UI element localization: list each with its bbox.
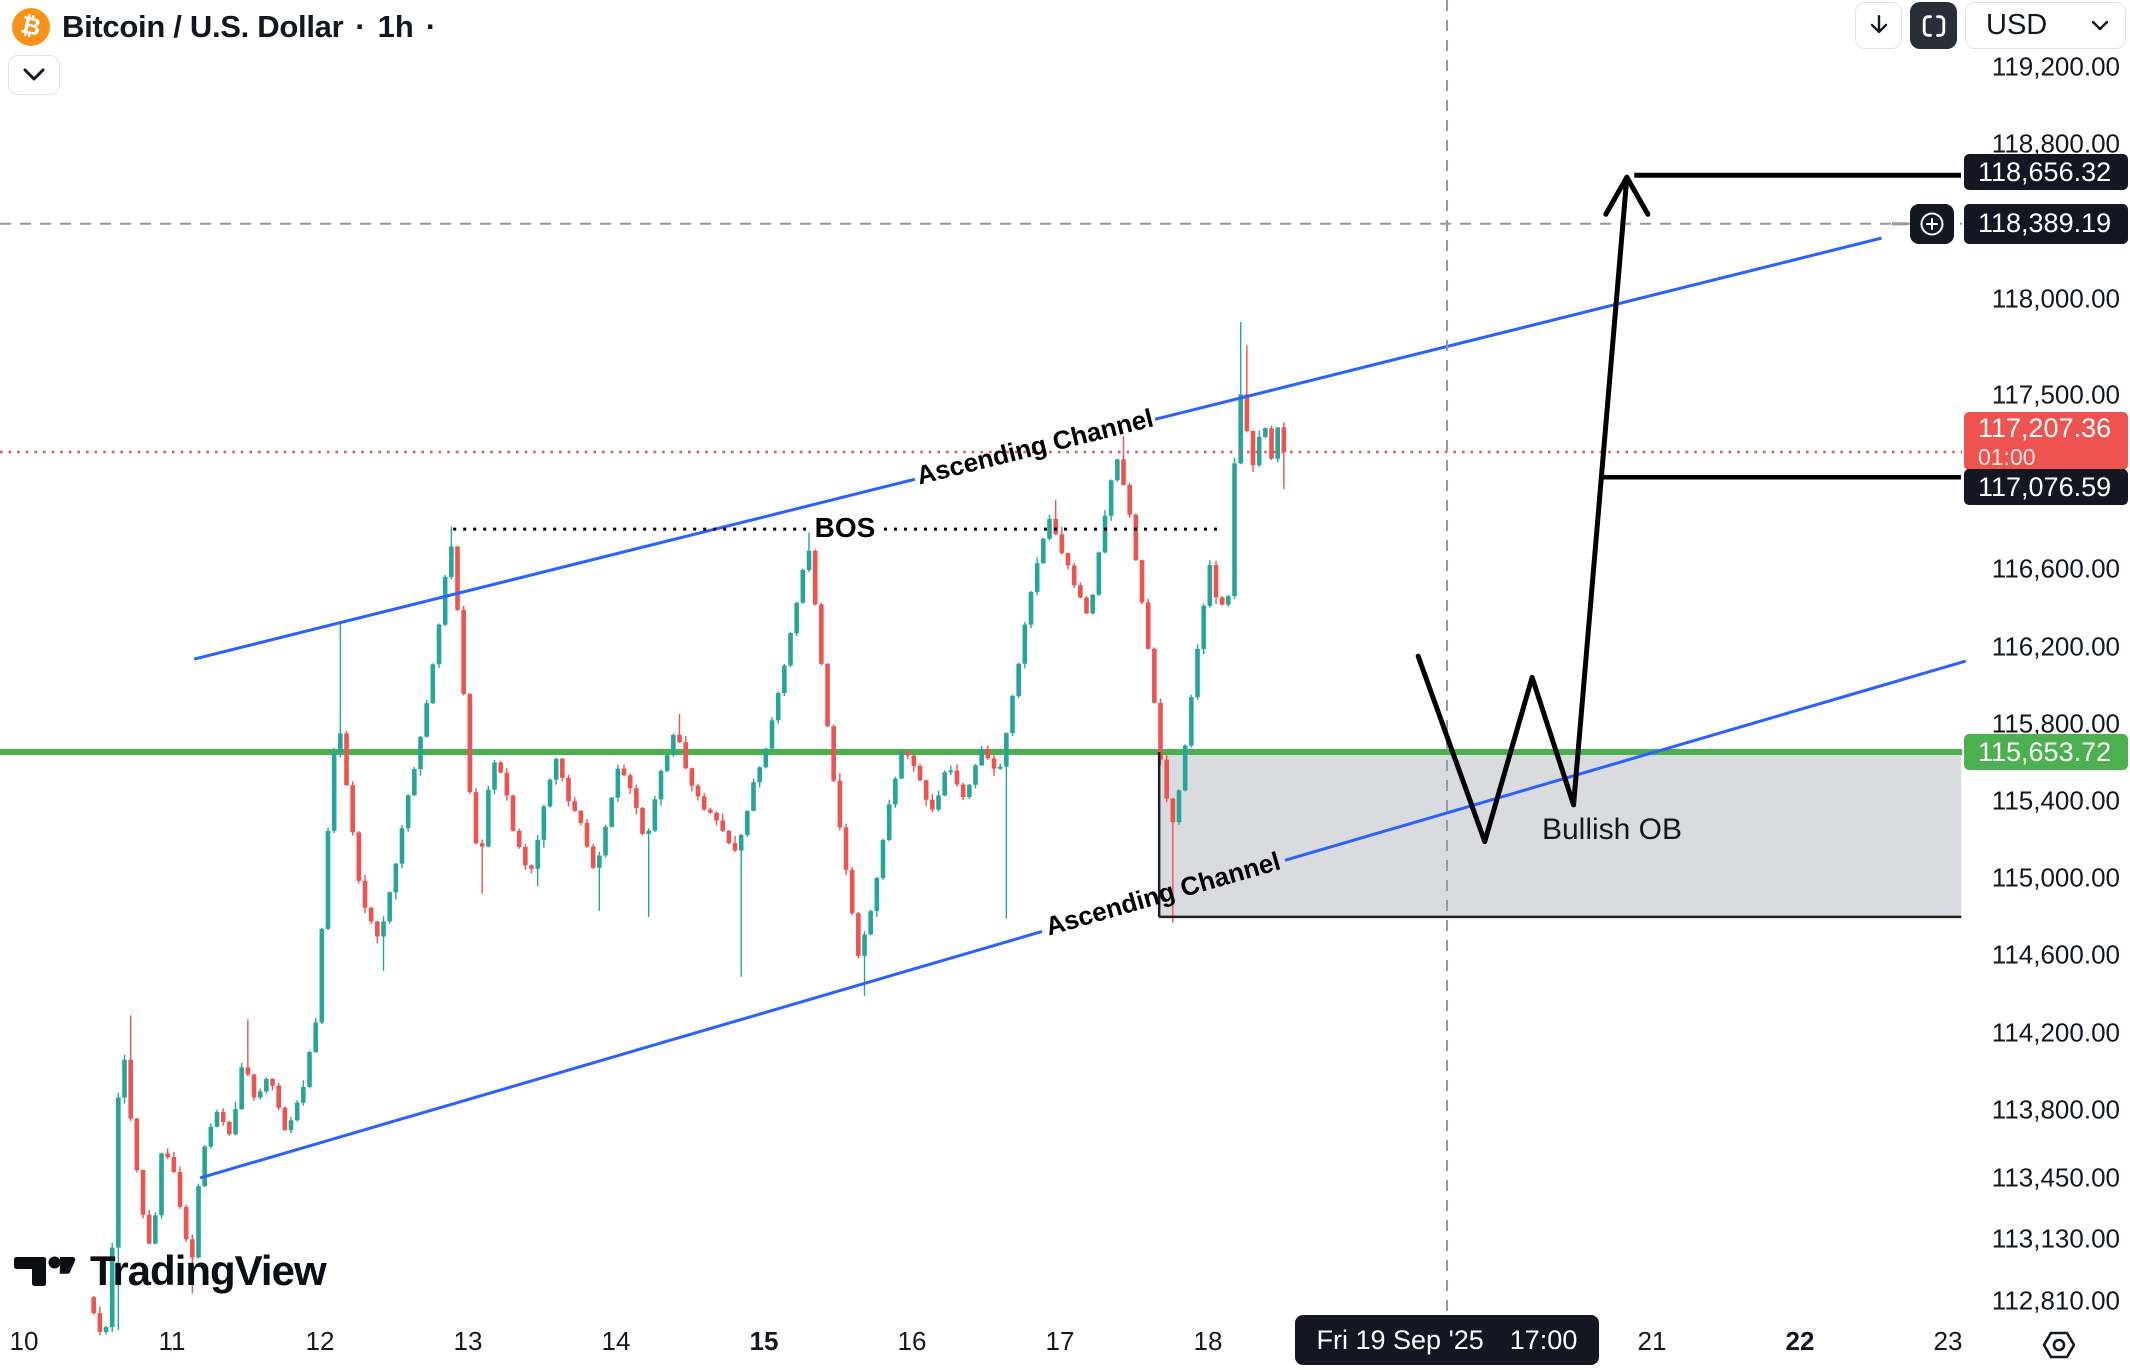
time-tick: 23 <box>1933 1326 1963 1356</box>
tradingview-logo[interactable]: TradingView <box>14 1247 327 1295</box>
bullish-ob-annotation[interactable]: Bullish OB <box>1541 813 1683 846</box>
price-tick: 119,200.00 <box>1991 51 2120 82</box>
target-price-label: 118,656.32 <box>1964 154 2128 191</box>
price-tick: 118,800.00 <box>1991 128 2120 159</box>
price-tick: 112,810.00 <box>1991 1285 2120 1316</box>
time-tick: 18 <box>1193 1326 1223 1356</box>
snapshot-button[interactable] <box>1910 2 1957 49</box>
time-tick: 11 <box>158 1326 186 1356</box>
time-tick: 13 <box>453 1326 483 1356</box>
price-tick: 116,600.00 <box>1991 553 2120 584</box>
title-separator: · <box>425 9 437 44</box>
time-tick: 10 <box>9 1326 39 1356</box>
entry-price-label: 117,076.59 <box>1964 469 2128 506</box>
price-tick: 117,500.00 <box>1991 379 2120 410</box>
price-tick: 113,130.00 <box>1991 1223 2120 1254</box>
time-tick: 16 <box>897 1326 927 1356</box>
price-tick: 115,000.00 <box>1991 862 2120 893</box>
time-tick: 12 <box>305 1326 335 1356</box>
symbol-header[interactable]: ₿ Bitcoin / U.S. Dollar · 1h · <box>12 8 436 46</box>
price-tick: 116,200.00 <box>1991 631 2120 662</box>
time-tick: 17 <box>1045 1326 1075 1356</box>
download-button[interactable] <box>1855 2 1902 49</box>
bitcoin-icon: ₿ <box>12 8 50 46</box>
bos-annotation[interactable]: BOS <box>814 512 876 544</box>
top-right-toolbar: USD <box>1855 2 2126 49</box>
time-tick: 14 <box>601 1326 631 1356</box>
price-tick: 115,400.00 <box>1991 785 2120 816</box>
interval-label[interactable]: 1h <box>377 9 414 44</box>
price-tick: 114,600.00 <box>1991 939 2120 970</box>
tradingview-wordmark: TradingView <box>90 1247 327 1294</box>
channel-trendline[interactable] <box>199 930 1043 1180</box>
channel-trendline[interactable] <box>193 477 916 661</box>
price-axis[interactable]: 119,200.00 118,800.00 118,000.00 117,500.00… <box>1910 0 2130 1316</box>
crosshair-time-label: Fri 19 Sep '25 17:00 <box>1294 1315 1600 1365</box>
price-tick: 113,800.00 <box>1991 1094 2120 1125</box>
last-price-label: 117,207.36 01:00 <box>1964 412 2128 470</box>
time-axis[interactable]: 10 11 12 13 14 15 16 17 18 21 22 23 Fri 19 Sep '25 17… <box>0 1312 1962 1370</box>
time-tick: 21 <box>1637 1326 1667 1356</box>
price-tick: 113,450.00 <box>1991 1162 2120 1193</box>
price-tick: 114,200.00 <box>1991 1017 2120 1048</box>
channel-trendline[interactable] <box>1154 236 1882 421</box>
currency-value: USD <box>1986 9 2048 41</box>
title-separator: · <box>355 9 366 44</box>
collapse-panel-button[interactable] <box>8 55 60 95</box>
arrow-down-icon <box>1870 14 1887 33</box>
candlestick-series <box>91 322 1287 1335</box>
support-price-label: 115,653.72 <box>1964 734 2128 770</box>
time-tick: 22 <box>1785 1326 1815 1356</box>
crosshair-price-label: 118,389.19 <box>1964 203 2128 244</box>
chevron-down-icon <box>23 68 45 81</box>
symbol-title[interactable]: Bitcoin / U.S. Dollar <box>62 9 344 44</box>
price-tick: 115,800.00 <box>1991 708 2120 739</box>
camera-brackets-icon <box>1922 14 1945 37</box>
chevron-down-icon <box>2091 20 2109 30</box>
currency-select[interactable]: USD <box>1965 2 2126 49</box>
price-tick: 118,000.00 <box>1991 283 2120 314</box>
plus-circle-icon <box>1920 212 1944 236</box>
time-tick: 15 <box>749 1326 779 1356</box>
tradingview-mark-icon <box>14 1256 76 1286</box>
add-alert-plus-button[interactable] <box>1910 203 1954 244</box>
price-scale-settings-icon[interactable] <box>2042 1330 2076 1365</box>
